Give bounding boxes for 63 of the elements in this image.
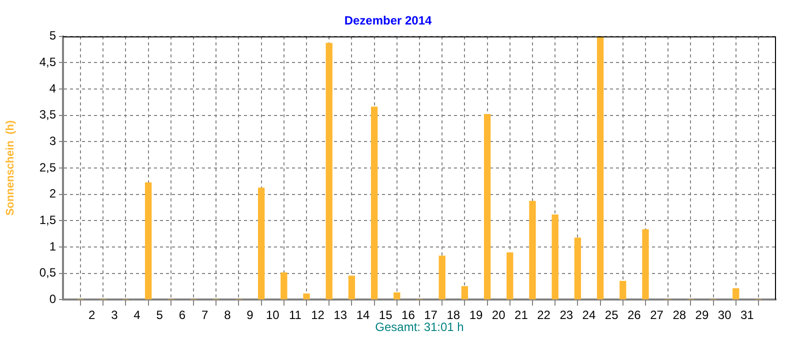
y-tick-label: 2,5 <box>39 160 56 174</box>
y-tick-label: 0 <box>49 292 56 306</box>
bar <box>552 214 558 300</box>
x-tick-label: 20 <box>492 308 506 322</box>
bar <box>280 272 288 300</box>
bar <box>620 280 626 300</box>
x-tick-label: 11 <box>288 308 302 322</box>
x-tick-label: 30 <box>718 308 732 322</box>
y-axis-title: Sonnenschein (h) <box>4 120 17 216</box>
x-tick-label: 9 <box>246 308 254 322</box>
y-tick-label: 4,5 <box>39 55 56 70</box>
bar <box>303 293 310 300</box>
bar <box>438 256 446 300</box>
x-tick-label: 19 <box>469 308 483 322</box>
y-tick-label: 2 <box>49 186 56 201</box>
x-tick-label: 8 <box>224 308 232 322</box>
x-tick-label: 26 <box>628 308 642 322</box>
x-tick-label: 4 <box>134 308 141 322</box>
bar <box>348 276 356 300</box>
bar <box>144 182 152 300</box>
x-tick-label: 31 <box>740 308 754 322</box>
bar <box>461 286 468 300</box>
x-tick-label: 27 <box>650 308 664 322</box>
x-tick-label: 15 <box>378 308 393 322</box>
x-tick-label: 12 <box>311 308 325 322</box>
x-tick-label: 23 <box>560 308 574 322</box>
y-tick-label: 5 <box>49 28 56 43</box>
text: Gesamt: 31:01 h <box>375 320 464 334</box>
x-tick-label: 6 <box>178 308 186 322</box>
x-tick-label: 17 <box>424 308 438 322</box>
bar <box>596 36 604 300</box>
x-tick-label: 22 <box>537 308 551 322</box>
x-tick-label: 16 <box>402 308 416 322</box>
x-tick-label: 28 <box>672 308 686 322</box>
y-tick-label: 1 <box>49 239 56 254</box>
x-tick-label: 7 <box>201 308 208 322</box>
x-tick-label: 10 <box>266 308 280 322</box>
y-tick-label: 0,5 <box>39 266 56 280</box>
bar <box>484 114 491 300</box>
y-tick-label: 1,5 <box>39 212 56 227</box>
bar <box>642 229 649 300</box>
y-tick-label: 3,5 <box>39 108 56 122</box>
chart-title: Dezember 2014 <box>344 14 432 28</box>
x-tick-label: 21 <box>514 308 528 322</box>
x-tick-label: 24 <box>582 308 596 322</box>
bar <box>529 200 536 300</box>
bar <box>258 188 265 300</box>
y-tick-label: 4 <box>49 81 56 96</box>
x-tick-label: 14 <box>356 308 370 322</box>
bar <box>506 252 514 300</box>
x-tick-label: 3 <box>111 308 118 322</box>
y-tick-label: 3 <box>49 134 56 148</box>
bar <box>732 288 740 300</box>
bar <box>326 42 332 300</box>
x-tick-label: 25 <box>604 308 619 322</box>
x-tick-label: 29 <box>695 308 709 322</box>
bar <box>574 238 582 300</box>
bar <box>394 292 400 300</box>
x-tick-label: 5 <box>156 308 164 322</box>
x-tick-label: 13 <box>334 308 348 322</box>
x-tick-label: 18 <box>446 308 460 322</box>
x-tick-label: 2 <box>88 308 96 322</box>
bar <box>370 106 378 300</box>
